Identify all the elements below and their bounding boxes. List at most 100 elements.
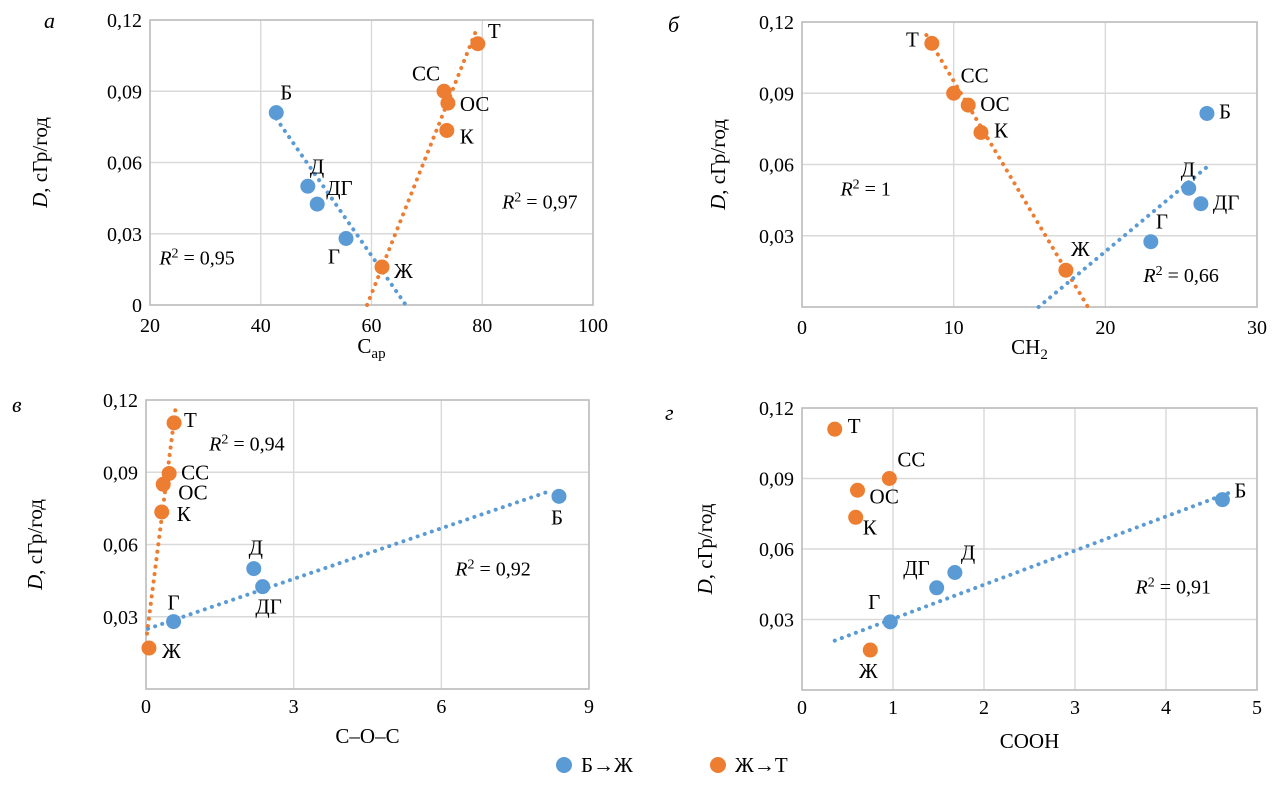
point-label: ДГ [1213,191,1239,215]
data-point-ДГ [309,196,325,212]
data-point-Г [882,614,898,630]
point-label: Б [280,81,292,105]
data-point-К [848,509,864,525]
point-label: Ж [1071,237,1090,261]
data-point-ДГ [929,580,945,596]
data-point-Д [300,178,316,194]
data-point-СС [161,465,177,481]
r2-label: R2 = 0,91 [1135,576,1212,599]
plot-border [801,407,1258,691]
x-tick-label: 5 [1252,697,1262,719]
x-tick-label: 10 [944,317,964,339]
point-label: ОС [460,92,489,116]
data-point-Б [551,488,567,504]
data-point-СС [946,85,962,101]
x-axis-title: СООН [1000,729,1060,753]
panel-letter: г [665,400,674,425]
x-axis-title: С–О–С [335,724,399,748]
x-tick-label: 100 [578,315,608,337]
trend-line-orange [144,402,179,636]
panel-letter: в [12,392,22,417]
x-tick-label: 3 [1070,697,1080,719]
data-point-ОС [440,95,456,111]
x-tick-label: 2 [979,697,989,719]
data-point-ДГ [255,579,271,595]
point-label: Д [1181,157,1195,181]
point-label: Г [1156,210,1168,234]
point-label: К [863,515,878,539]
data-point-СС [436,83,452,99]
point-label: Д [310,154,324,178]
x-tick-label: 0 [797,697,807,719]
trend-line-blue [832,489,1234,643]
data-point-Д [1181,180,1197,196]
point-label: Т [488,19,501,43]
trend-line-orange [924,33,1090,309]
r2-label: R2 = 0,66 [1142,264,1219,287]
data-point-Т [470,36,486,52]
r2-label: R2 = 0,92 [454,558,531,581]
y-tick-label: 0,09 [759,469,794,491]
point-label: Ж [162,639,181,663]
data-point-ДГ [1193,196,1209,212]
panel-letter: а [44,8,55,33]
y-tick-label: 0,03 [759,610,794,632]
y-axis-title: D, сГр/год [693,503,717,595]
data-point-Д [246,561,262,577]
point-label: ДГ [255,595,281,619]
x-tick-label: 1 [888,697,898,719]
point-label: Г [868,590,880,614]
data-point-Г [338,231,354,246]
x-tick-label: 6 [436,696,446,718]
x-tick-label: 60 [362,315,382,337]
data-point-Т [827,421,843,437]
x-tick-label: 20 [140,315,160,337]
r2-label: R2 = 1 [839,177,891,200]
y-tick-label: 0,06 [107,153,142,175]
panel-letter: б [668,12,680,37]
data-point-Т [924,35,940,51]
point-label: СС [412,61,440,85]
y-tick-label: 0 [132,295,142,317]
y-tick-label: 0,09 [759,83,794,105]
point-label: К [177,502,192,526]
y-tick-label: 0,06 [759,539,794,561]
point-label: Ж [394,259,413,283]
point-label: Д [961,541,975,565]
plot-border [149,19,594,306]
data-point-Б [1214,492,1230,508]
point-label: Т [848,414,861,438]
x-tick-label: 4 [1161,697,1171,719]
point-label: Г [167,591,179,615]
y-axis-title: D, сГр/год [28,117,52,209]
data-point-ОС [960,97,976,113]
point-label: Б [1219,99,1231,123]
y-tick-label: 0,03 [103,607,138,629]
data-point-Ж [141,640,157,656]
x-tick-label: 30 [1247,317,1267,339]
point-label: СС [181,460,209,484]
point-label: ОС [870,484,899,508]
data-point-Д [947,565,963,580]
point-label: ОС [980,92,1009,116]
y-tick-label: 0,06 [759,155,794,177]
y-axis-title: D, сГр/год [23,499,47,591]
data-point-Б [1199,105,1215,121]
r2-label: R2 = 0,95 [158,247,235,270]
point-label: СС [897,448,925,472]
data-point-ОС [850,482,866,498]
point-label: Г [328,245,340,269]
point-label: К [460,124,475,148]
trend-line-blue [274,116,408,307]
x-tick-label: 80 [472,315,492,337]
point-label: Б [1234,479,1246,503]
point-label: ОС [178,480,207,504]
point-label: СС [961,63,989,87]
r2-label: R2 = 0,97 [501,191,578,214]
point-label: Д [249,536,263,560]
data-point-Г [166,614,182,630]
data-point-Г [1143,234,1159,250]
y-axis-title: D, сГр/год [706,119,730,211]
